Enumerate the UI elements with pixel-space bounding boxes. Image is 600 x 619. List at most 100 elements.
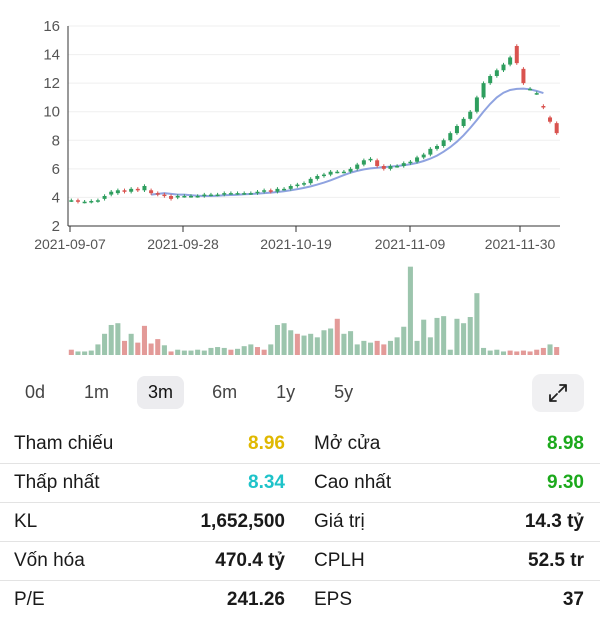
range-button-1y[interactable]: 1y	[276, 381, 296, 402]
candle-body	[441, 140, 446, 146]
stats-row-pe: P/E 241.26 EPS 37	[0, 581, 600, 619]
volume-bar	[195, 349, 201, 355]
volume-bar	[361, 340, 367, 355]
x-tick-label: 2021-09-07	[34, 236, 106, 252]
candle-body	[102, 196, 107, 199]
volume-bar	[82, 351, 88, 355]
candle-body	[395, 166, 400, 168]
volume-bar	[161, 345, 167, 355]
candle-body	[262, 190, 267, 192]
volume-bar	[547, 344, 553, 355]
candle-body	[528, 88, 533, 91]
candle-body	[69, 200, 74, 202]
candle-body	[115, 190, 120, 194]
candle-body	[468, 111, 473, 119]
y-tick-label: 12	[43, 75, 60, 92]
y-tick-label: 8	[52, 132, 60, 149]
candle-body	[554, 123, 559, 134]
candle-body	[514, 46, 519, 64]
candle-body	[375, 160, 380, 166]
candle-body	[129, 188, 134, 192]
candle-body	[408, 161, 413, 164]
volume-bar	[115, 323, 121, 355]
candle-body	[155, 193, 160, 195]
candle-body	[95, 200, 100, 202]
volume-bar	[334, 318, 340, 355]
range-button-3m[interactable]: 3m	[137, 375, 185, 409]
volume-bar	[108, 324, 114, 355]
volume-chart	[68, 266, 560, 355]
volume-bar	[394, 337, 400, 355]
candle-body	[315, 176, 320, 179]
range-button-6m[interactable]: 6m	[212, 381, 238, 402]
volume-bar	[274, 324, 280, 355]
eps-label: EPS	[314, 589, 353, 610]
candle-body	[142, 186, 147, 191]
volume-bar	[461, 323, 467, 355]
candle-body	[208, 194, 213, 197]
volume-bar	[228, 349, 234, 355]
volume-bar	[95, 344, 101, 355]
volume-bar	[288, 330, 294, 355]
candle-body	[82, 201, 87, 204]
candle-body	[474, 97, 479, 112]
volume-bar	[348, 331, 354, 355]
candle-body	[388, 166, 393, 169]
candle-body	[162, 194, 167, 197]
candle-body	[308, 178, 313, 184]
volume-bar	[215, 347, 221, 355]
volume-bar	[328, 328, 334, 355]
volume-bar	[514, 351, 520, 355]
volume-bar	[155, 339, 161, 355]
low-price-value: 8.34	[248, 472, 285, 493]
high-price-label: Cao nhất	[314, 472, 392, 493]
candle-body	[381, 166, 386, 169]
volume-bar	[527, 351, 533, 355]
candle-body	[415, 157, 420, 162]
candle-body	[288, 186, 293, 189]
range-selector: 0d 1m 3m 6m 1y 5y	[14, 372, 381, 412]
candle-body	[335, 171, 340, 174]
candle-body	[548, 117, 553, 122]
volume-bar	[481, 347, 487, 355]
candle-body	[189, 196, 193, 198]
x-tick-label: 2021-11-30	[485, 236, 556, 252]
expand-icon	[549, 384, 567, 402]
volume-bar	[308, 333, 314, 355]
volume-bar	[534, 349, 540, 355]
volume-bar	[401, 326, 407, 355]
range-button-1m[interactable]: 1m	[84, 381, 110, 402]
volume-bar	[208, 347, 214, 355]
volume-bar	[268, 344, 274, 355]
volume-bar	[507, 350, 513, 355]
volume-bar	[314, 337, 320, 355]
volume-bar	[135, 342, 141, 355]
candle-body	[435, 146, 439, 149]
volume-bar	[441, 316, 447, 355]
market-cap-value: 470.4 tỷ	[215, 550, 285, 571]
volume-bar	[175, 349, 181, 355]
volume-bar	[128, 333, 134, 355]
volume-bar	[301, 335, 307, 355]
range-button-0d[interactable]: 0d	[25, 381, 46, 402]
range-button-5y[interactable]: 5y	[334, 381, 354, 402]
candle-body	[541, 106, 546, 108]
y-tick-label: 14	[43, 47, 60, 64]
candle-body	[75, 200, 80, 202]
volume-bar	[248, 344, 254, 355]
candle-body	[348, 168, 353, 172]
open-price-label: Mở cửa	[314, 433, 381, 454]
volume-bar	[168, 351, 174, 355]
candle-body	[454, 126, 459, 134]
reference-price-value: 8.96	[248, 433, 285, 454]
volume-bar	[474, 293, 480, 355]
moving-average-line	[150, 87, 544, 197]
volume-bar	[540, 347, 546, 355]
volume-bar	[68, 349, 74, 355]
candle-body	[321, 174, 326, 177]
candle-body	[282, 188, 287, 191]
expand-chart-button[interactable]	[532, 374, 584, 412]
candle-body	[175, 196, 180, 198]
volume-bar	[341, 333, 347, 355]
